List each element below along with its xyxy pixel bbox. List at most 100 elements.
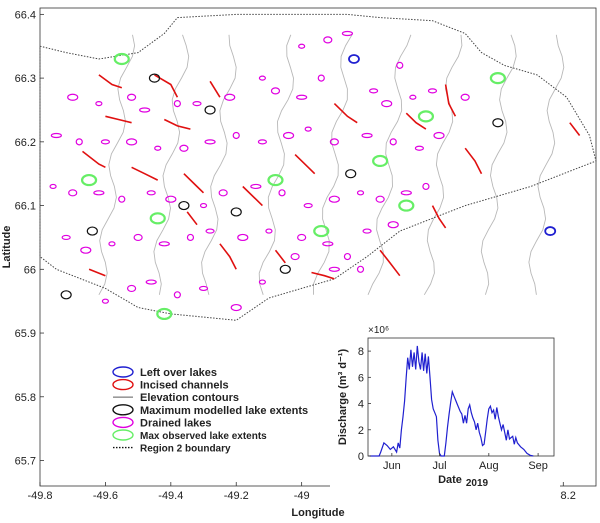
map-x-tick-label: -49.4 — [158, 490, 183, 502]
drained-lake — [265, 228, 273, 234]
incised-channel — [569, 122, 581, 136]
modelled-lake-extent — [345, 169, 357, 179]
drained-lake — [230, 303, 242, 312]
observed-lake-extent — [489, 72, 506, 85]
inset-x-ticks: Jun Jul Aug Sep — [383, 453, 548, 472]
drained-lake — [329, 138, 339, 146]
elevation-contour — [367, 34, 412, 295]
region-2-boundary — [39, 13, 597, 321]
drained-lake — [422, 182, 430, 191]
legend-elevation-contours-label: Elevation contours — [140, 392, 239, 404]
drained-lake — [328, 266, 340, 272]
map-x-tick-label: -49.8 — [27, 490, 52, 502]
drained-lake — [375, 195, 385, 203]
elevation-contour — [480, 34, 517, 295]
modelled-lake-extent — [178, 200, 190, 211]
incised-channel — [379, 249, 401, 277]
incised-channel — [82, 150, 106, 169]
modelled-lake-extent — [230, 207, 242, 217]
drained-lake — [118, 195, 126, 203]
incised-channel — [209, 80, 221, 98]
max-observed-lakes — [80, 52, 506, 321]
left-over-lakes — [348, 54, 557, 236]
inset-x-tick-label: Jun — [383, 460, 401, 472]
drained-lake — [179, 144, 189, 152]
incised-channel — [183, 173, 205, 194]
drained-lake — [173, 291, 181, 299]
observed-lake-extent — [267, 173, 284, 187]
drained-lake — [387, 221, 399, 229]
legend-maximum-modelled-lake-extents-label: Maximum modelled lake extents — [140, 405, 308, 417]
observed-lake-extent — [372, 154, 389, 168]
incised-channel — [405, 112, 427, 130]
drained-lake — [343, 252, 352, 261]
drained-lake — [145, 279, 157, 285]
observed-lake-extent — [417, 110, 435, 123]
drained-lake — [67, 93, 79, 101]
drained-lake — [356, 190, 365, 196]
drained-lake — [192, 100, 202, 107]
drained-lake — [356, 265, 365, 273]
legend-maximum-modelled-lake-extents-swatch — [112, 404, 134, 416]
map-x-tick-label: -49 — [294, 490, 310, 502]
max-modelled-lakes — [60, 73, 504, 300]
drained-lake — [381, 99, 393, 108]
inset-x-axis-label: Date — [438, 474, 462, 486]
map-chart: -49.8-49.6-49.4-49.2-49-48.8-48.6-48.4-4… — [1, 7, 597, 519]
drained-lake — [258, 75, 266, 81]
incised-channel — [219, 243, 237, 270]
drained-lake — [270, 87, 281, 95]
incised-channel — [311, 271, 335, 280]
discharge-inset-chart: Jun Jul Aug Sep 0 2 4 6 8 ×10⁶ Date 2019 Discha… — [330, 320, 560, 500]
inset-y-tick-label: 4 — [358, 399, 364, 411]
observed-lake-extent — [156, 307, 173, 321]
drained-lake — [389, 138, 397, 146]
drained-lake — [361, 132, 373, 139]
drained-lake — [199, 202, 208, 209]
observed-lake-extent — [149, 212, 166, 225]
drained-lake — [322, 241, 334, 247]
map-x-tick-label: -49.2 — [224, 490, 249, 502]
drained-lake — [224, 93, 236, 101]
drained-lake — [296, 94, 308, 100]
drained-lake — [232, 131, 240, 140]
inset-y-tick-label: 0 — [358, 451, 364, 463]
inset-y-tick-label: 6 — [358, 372, 364, 384]
drained-lake — [257, 139, 267, 145]
map-y-tick-label: 66.1 — [15, 201, 36, 213]
observed-lake-extent — [80, 173, 98, 187]
drained-lake — [75, 138, 83, 146]
map-y-ticks: 65.7 65.8 65.9 66 66.1 66.2 66.3 66.4 — [15, 9, 44, 468]
legend-region-2-boundary-label: Region 2 boundary — [140, 444, 231, 455]
drained-lake — [297, 233, 307, 242]
drained-lake — [218, 189, 228, 197]
legend-incised-channels-swatch — [112, 378, 134, 391]
drained-lake — [173, 99, 181, 108]
inset-y-tick-label: 8 — [358, 346, 364, 358]
map-y-tick-label: 66.2 — [15, 137, 36, 149]
map-x-tick-label: -49.6 — [93, 490, 118, 502]
inset-y-ticks: 0 2 4 6 8 — [358, 346, 371, 463]
drained-lake — [237, 233, 249, 242]
modelled-lake-extent — [204, 105, 216, 115]
drained-lake — [68, 189, 78, 197]
incised-channel — [186, 211, 198, 226]
drained-lake — [433, 131, 445, 140]
drained-lake — [133, 233, 143, 242]
drained-lake — [101, 298, 110, 304]
incised-channel — [431, 205, 447, 229]
drained-lake — [258, 279, 266, 285]
drained-lake — [61, 234, 71, 241]
incised-channel — [98, 74, 123, 89]
discharge-series-line — [369, 345, 534, 457]
legend-drained-lakes-label: Drained lakes — [140, 417, 212, 429]
incised-channel — [274, 249, 286, 264]
drained-lake — [341, 30, 354, 37]
drained-lake — [158, 241, 170, 247]
observed-lake-extent — [113, 52, 130, 66]
elevation-contour — [258, 34, 294, 295]
incised-channel — [444, 84, 457, 117]
drained-lake — [205, 228, 215, 234]
drained-lakes — [49, 30, 470, 312]
